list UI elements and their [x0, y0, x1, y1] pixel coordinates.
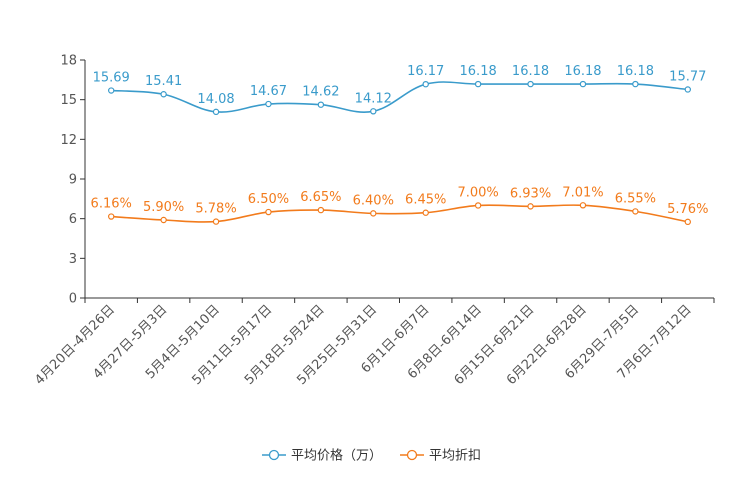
data-label: 14.62 [302, 85, 339, 100]
data-label: 15.41 [145, 74, 182, 89]
data-label: 15.69 [93, 71, 130, 86]
data-label: 16.18 [460, 64, 497, 79]
data-point [371, 211, 376, 216]
data-point [318, 207, 323, 212]
data-point [213, 219, 218, 224]
data-label: 6.40% [353, 193, 394, 208]
data-label: 16.18 [564, 64, 601, 79]
data-label: 6.16% [91, 197, 132, 212]
legend-label-0: 平均价格（万） [291, 448, 382, 464]
data-label: 14.12 [355, 91, 392, 106]
data-point [633, 81, 638, 86]
data-label: 16.18 [617, 64, 654, 79]
data-label: 6.65% [300, 190, 341, 205]
data-label: 15.77 [669, 69, 706, 84]
data-label: 5.76% [667, 202, 708, 217]
data-point [266, 209, 271, 214]
legend-label-1: 平均折扣 [429, 449, 481, 464]
data-label: 5.90% [143, 200, 184, 215]
data-point [528, 204, 533, 209]
data-point [161, 217, 166, 222]
y-tick-label: 3 [69, 252, 77, 267]
data-point [109, 214, 114, 219]
y-tick-label: 15 [60, 93, 77, 108]
y-tick-label: 18 [60, 54, 77, 69]
data-point [213, 109, 218, 114]
data-point [423, 82, 428, 87]
data-point [476, 81, 481, 86]
data-point [685, 87, 690, 92]
y-tick-label: 0 [69, 292, 77, 307]
data-point [528, 81, 533, 86]
data-label: 14.67 [250, 84, 287, 99]
data-point [685, 219, 690, 224]
line-chart: 0 3 6 9 12 15 18 4月20日-4月26日 4月27日-5月3日 5月4日-5月10… [0, 0, 744, 496]
data-point [423, 210, 428, 215]
data-label: 16.18 [512, 64, 549, 79]
data-label: 6.45% [405, 193, 446, 208]
data-label: 6.50% [248, 192, 289, 207]
data-point [580, 81, 585, 86]
data-point [580, 203, 585, 208]
data-point [476, 203, 481, 208]
chart-canvas: 03691215184月20日-4月26日4月27日-5月3日5月4日-5月10… [0, 0, 744, 496]
y-tick-label: 6 [69, 212, 77, 227]
data-point [266, 101, 271, 106]
data-label: 7.01% [562, 185, 603, 200]
data-point [371, 109, 376, 114]
legend-marker-0 [270, 451, 279, 460]
legend-marker-1 [408, 451, 417, 460]
y-tick-label: 9 [69, 173, 77, 188]
data-point [318, 102, 323, 107]
data-label: 6.93% [510, 186, 551, 201]
data-point [633, 209, 638, 214]
data-label: 16.17 [407, 64, 444, 79]
data-point [109, 88, 114, 93]
data-label: 6.55% [615, 191, 656, 206]
data-label: 5.78% [195, 202, 236, 217]
data-point [161, 92, 166, 97]
y-tick-label: 12 [60, 133, 77, 148]
data-label: 7.00% [457, 185, 498, 200]
data-label: 14.08 [197, 92, 234, 107]
